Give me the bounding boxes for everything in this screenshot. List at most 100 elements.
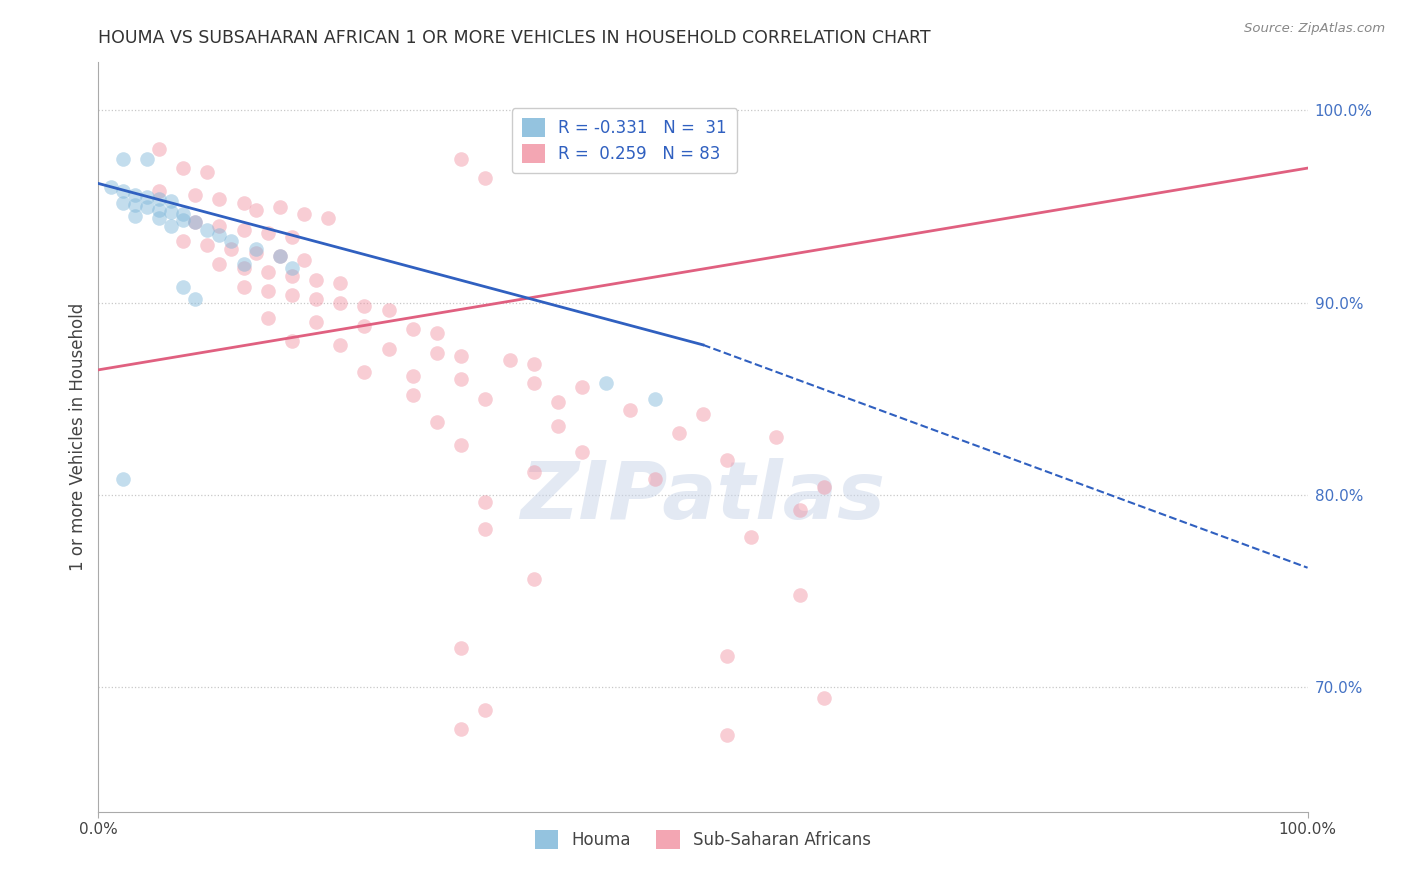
Text: Source: ZipAtlas.com: Source: ZipAtlas.com bbox=[1244, 22, 1385, 36]
Point bbox=[523, 465, 546, 479]
Point bbox=[655, 152, 678, 166]
Point bbox=[148, 211, 170, 225]
Point bbox=[245, 203, 267, 218]
Legend: Houma, Sub-Saharan Africans: Houma, Sub-Saharan Africans bbox=[529, 823, 877, 855]
Point bbox=[426, 345, 449, 359]
Point bbox=[789, 503, 811, 517]
Point bbox=[172, 213, 194, 227]
Point bbox=[450, 152, 472, 166]
Point bbox=[111, 472, 134, 486]
Point bbox=[377, 342, 399, 356]
Point bbox=[619, 403, 641, 417]
Point bbox=[765, 430, 787, 444]
Point bbox=[813, 480, 835, 494]
Point bbox=[256, 284, 278, 298]
Point bbox=[232, 260, 254, 275]
Point bbox=[135, 190, 157, 204]
Point bbox=[281, 260, 304, 275]
Point bbox=[100, 180, 122, 194]
Point bbox=[208, 192, 231, 206]
Point bbox=[148, 142, 170, 156]
Point bbox=[316, 211, 339, 225]
Point bbox=[245, 242, 267, 256]
Point bbox=[208, 219, 231, 233]
Point bbox=[789, 588, 811, 602]
Point bbox=[450, 350, 472, 364]
Point bbox=[571, 445, 593, 459]
Y-axis label: 1 or more Vehicles in Household: 1 or more Vehicles in Household bbox=[69, 303, 87, 571]
Point bbox=[716, 728, 738, 742]
Point bbox=[692, 407, 714, 421]
Point bbox=[281, 288, 304, 302]
Point bbox=[269, 200, 291, 214]
Point bbox=[111, 195, 134, 210]
Point bbox=[208, 228, 231, 243]
Point bbox=[450, 438, 472, 452]
Point bbox=[160, 205, 183, 219]
Point bbox=[305, 315, 328, 329]
Point bbox=[195, 238, 218, 252]
Point bbox=[292, 207, 315, 221]
Point bbox=[474, 170, 496, 185]
Point bbox=[124, 197, 146, 211]
Point bbox=[269, 250, 291, 264]
Point bbox=[221, 234, 243, 248]
Point bbox=[172, 234, 194, 248]
Point bbox=[195, 165, 218, 179]
Point bbox=[716, 453, 738, 467]
Point bbox=[305, 292, 328, 306]
Point bbox=[329, 338, 352, 352]
Point bbox=[160, 219, 183, 233]
Point bbox=[172, 280, 194, 294]
Point bbox=[124, 188, 146, 202]
Point bbox=[256, 227, 278, 241]
Point bbox=[148, 184, 170, 198]
Point bbox=[353, 300, 375, 314]
Point bbox=[292, 253, 315, 268]
Point bbox=[281, 334, 304, 348]
Point bbox=[498, 353, 520, 368]
Point bbox=[571, 380, 593, 394]
Point bbox=[450, 641, 472, 656]
Point bbox=[184, 215, 207, 229]
Point bbox=[160, 194, 183, 208]
Point bbox=[644, 472, 666, 486]
Point bbox=[426, 415, 449, 429]
Point bbox=[716, 649, 738, 664]
Point bbox=[221, 242, 243, 256]
Point bbox=[135, 200, 157, 214]
Point bbox=[148, 203, 170, 218]
Point bbox=[668, 426, 690, 441]
Point bbox=[474, 703, 496, 717]
Point bbox=[329, 277, 352, 291]
Point bbox=[353, 318, 375, 333]
Point bbox=[329, 295, 352, 310]
Point bbox=[232, 222, 254, 236]
Point bbox=[256, 310, 278, 325]
Point bbox=[813, 691, 835, 706]
Point bbox=[172, 161, 194, 175]
Point bbox=[402, 322, 425, 336]
Point bbox=[232, 195, 254, 210]
Point bbox=[111, 184, 134, 198]
Point bbox=[547, 418, 569, 433]
Point bbox=[523, 572, 546, 586]
Point bbox=[195, 222, 218, 236]
Point bbox=[474, 392, 496, 406]
Point bbox=[281, 268, 304, 283]
Point bbox=[523, 376, 546, 391]
Point bbox=[184, 292, 207, 306]
Point bbox=[547, 395, 569, 409]
Point bbox=[377, 303, 399, 318]
Point bbox=[595, 376, 617, 391]
Text: ZIPatlas: ZIPatlas bbox=[520, 458, 886, 536]
Point bbox=[245, 245, 267, 260]
Point bbox=[402, 368, 425, 383]
Point bbox=[232, 280, 254, 294]
Point bbox=[474, 522, 496, 536]
Point bbox=[184, 215, 207, 229]
Point bbox=[232, 257, 254, 271]
Text: HOUMA VS SUBSAHARAN AFRICAN 1 OR MORE VEHICLES IN HOUSEHOLD CORRELATION CHART: HOUMA VS SUBSAHARAN AFRICAN 1 OR MORE VE… bbox=[98, 29, 931, 47]
Point bbox=[644, 392, 666, 406]
Point bbox=[124, 209, 146, 223]
